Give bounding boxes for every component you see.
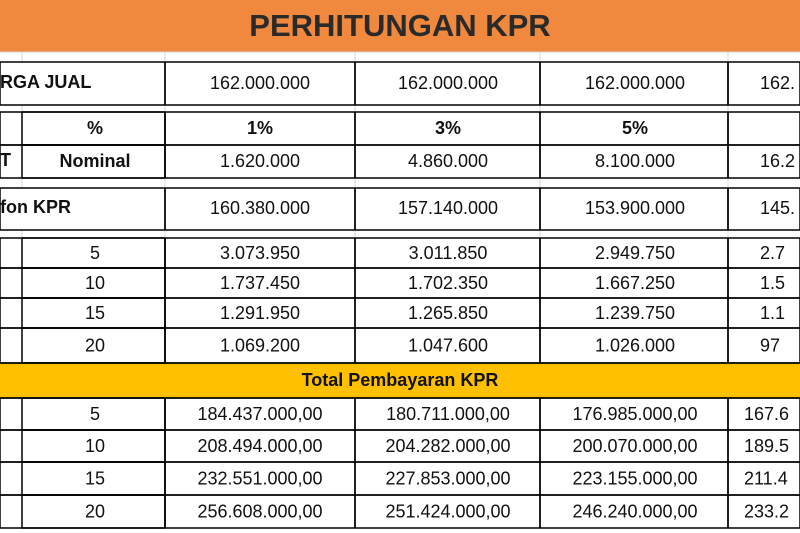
percent: 3% xyxy=(435,118,461,138)
cell-value: 227.853.000,00 xyxy=(385,468,510,488)
cell-value: 204.282.000,00 xyxy=(385,436,510,456)
row-label: fon KPR xyxy=(0,197,71,217)
cell-value: 162.000.000 xyxy=(398,73,498,93)
cell-value: 223.155.000,00 xyxy=(572,468,697,488)
row-label: T xyxy=(0,150,11,170)
cell-value: 208.494.000,00 xyxy=(197,436,322,456)
cell-value: 153.900.000 xyxy=(585,198,685,218)
cell-value: 3.011.850 xyxy=(409,243,488,263)
tenor: 5 xyxy=(90,243,100,263)
cell-value: 1.620.000 xyxy=(220,151,300,171)
total-bar xyxy=(0,363,800,398)
cell-value-clipped: 1.5 xyxy=(760,273,785,293)
cell-value-clipped: 16.2 xyxy=(760,151,795,171)
sub-label: % xyxy=(87,118,103,138)
cell-value: 1.737.450 xyxy=(220,273,300,293)
percent: 5% xyxy=(622,118,648,138)
cell-value: 200.070.000,00 xyxy=(572,436,697,456)
cell-value-clipped: 167.6 xyxy=(744,404,789,424)
cell-value: 162.000.000 xyxy=(210,73,310,93)
cell-value: 232.551.000,00 xyxy=(197,468,322,488)
tenor: 5 xyxy=(90,404,100,424)
tenor: 20 xyxy=(85,501,105,521)
sub-label: Nominal xyxy=(59,151,130,171)
cell-value-clipped: 2.7 xyxy=(760,243,785,263)
cell-value-clipped: 233.2 xyxy=(744,501,789,521)
cell-value: 251.424.000,00 xyxy=(385,501,510,521)
cell-value: 184.437.000,00 xyxy=(197,404,322,424)
cell-value: 1.291.950 xyxy=(220,303,300,323)
cell-value-clipped: 211.4 xyxy=(744,468,788,488)
cell-value-clipped: 1.1 xyxy=(760,303,785,323)
cell-value: 1.047.600 xyxy=(408,335,488,355)
tenor: 10 xyxy=(85,436,105,456)
title-bar xyxy=(0,0,800,52)
cell-value-clipped: 145. xyxy=(760,198,795,218)
row-label: RGA JUAL xyxy=(0,72,91,92)
tenor: 10 xyxy=(85,273,105,293)
percent: 1% xyxy=(247,118,273,138)
cell-value: 8.100.000 xyxy=(595,151,675,171)
tenor: 15 xyxy=(85,303,105,323)
total-title: Total Pembayaran KPR xyxy=(302,370,499,390)
cell-value: 157.140.000 xyxy=(398,198,498,218)
cell-value-clipped: 189.5 xyxy=(744,436,789,456)
cell-value: 1.265.850 xyxy=(408,303,488,323)
cell-value-clipped: 162. xyxy=(760,73,795,93)
cell-value: 1.667.250 xyxy=(595,273,675,293)
tenor: 15 xyxy=(85,468,105,488)
cell-value: 1.069.200 xyxy=(220,335,300,355)
cell-value: 160.380.000 xyxy=(210,198,310,218)
cell-value: 2.949.750 xyxy=(595,243,675,263)
cell-value: 246.240.000,00 xyxy=(572,501,697,521)
cell-value: 1.026.000 xyxy=(595,335,675,355)
cell-value: 3.073.950 xyxy=(220,243,300,263)
cell-value: 180.711.000,00 xyxy=(386,404,510,424)
cell-value: 1.239.750 xyxy=(595,303,675,323)
cell-value: 4.860.000 xyxy=(408,151,488,171)
cell-value-clipped: 97 xyxy=(760,335,780,355)
title: PERHITUNGAN KPR xyxy=(249,8,550,43)
tenor: 20 xyxy=(85,335,105,355)
cell-value: 176.985.000,00 xyxy=(572,404,697,424)
cell-value: 256.608.000,00 xyxy=(197,501,322,521)
cell-value: 1.702.350 xyxy=(408,273,488,293)
cell-value: 162.000.000 xyxy=(585,73,685,93)
